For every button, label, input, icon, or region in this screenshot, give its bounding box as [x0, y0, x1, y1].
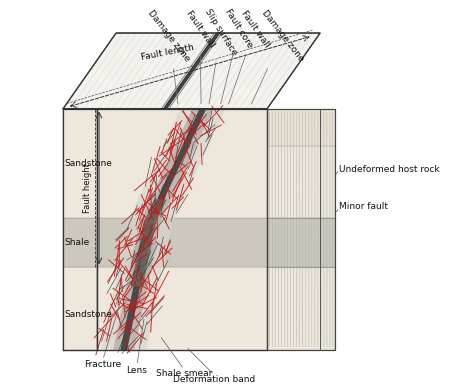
Polygon shape [113, 109, 214, 350]
Polygon shape [97, 109, 267, 350]
Text: Damage zone: Damage zone [146, 9, 192, 104]
Text: Fault wall: Fault wall [184, 9, 216, 104]
Polygon shape [267, 146, 335, 218]
Polygon shape [63, 109, 97, 218]
Polygon shape [63, 267, 97, 350]
Polygon shape [63, 218, 97, 267]
Polygon shape [131, 199, 167, 286]
Text: Fault height: Fault height [83, 163, 92, 213]
Text: Slip surface: Slip surface [203, 7, 239, 104]
Polygon shape [120, 109, 206, 350]
Text: Fracture: Fracture [84, 360, 121, 369]
Text: Shale: Shale [64, 238, 90, 247]
Polygon shape [63, 275, 320, 350]
Polygon shape [63, 33, 320, 109]
Polygon shape [267, 267, 335, 350]
Text: Fault length: Fault length [140, 43, 194, 62]
Polygon shape [97, 109, 267, 218]
Polygon shape [101, 109, 226, 350]
Text: Undeformed host rock: Undeformed host rock [339, 165, 440, 173]
Polygon shape [267, 218, 335, 267]
Polygon shape [63, 109, 97, 350]
Polygon shape [97, 218, 267, 267]
Text: Fault wall: Fault wall [228, 9, 271, 104]
Text: Sandstone: Sandstone [64, 159, 112, 168]
Text: Shale smear: Shale smear [156, 369, 212, 378]
Text: Lens: Lens [127, 365, 147, 374]
Text: Deformation band: Deformation band [173, 375, 255, 384]
Polygon shape [97, 267, 267, 350]
Polygon shape [267, 109, 335, 350]
Text: Damage zone: Damage zone [251, 9, 305, 104]
Text: Fault core: Fault core [221, 7, 255, 104]
Text: Sandstone: Sandstone [64, 310, 112, 319]
Text: Minor fault: Minor fault [339, 203, 388, 211]
